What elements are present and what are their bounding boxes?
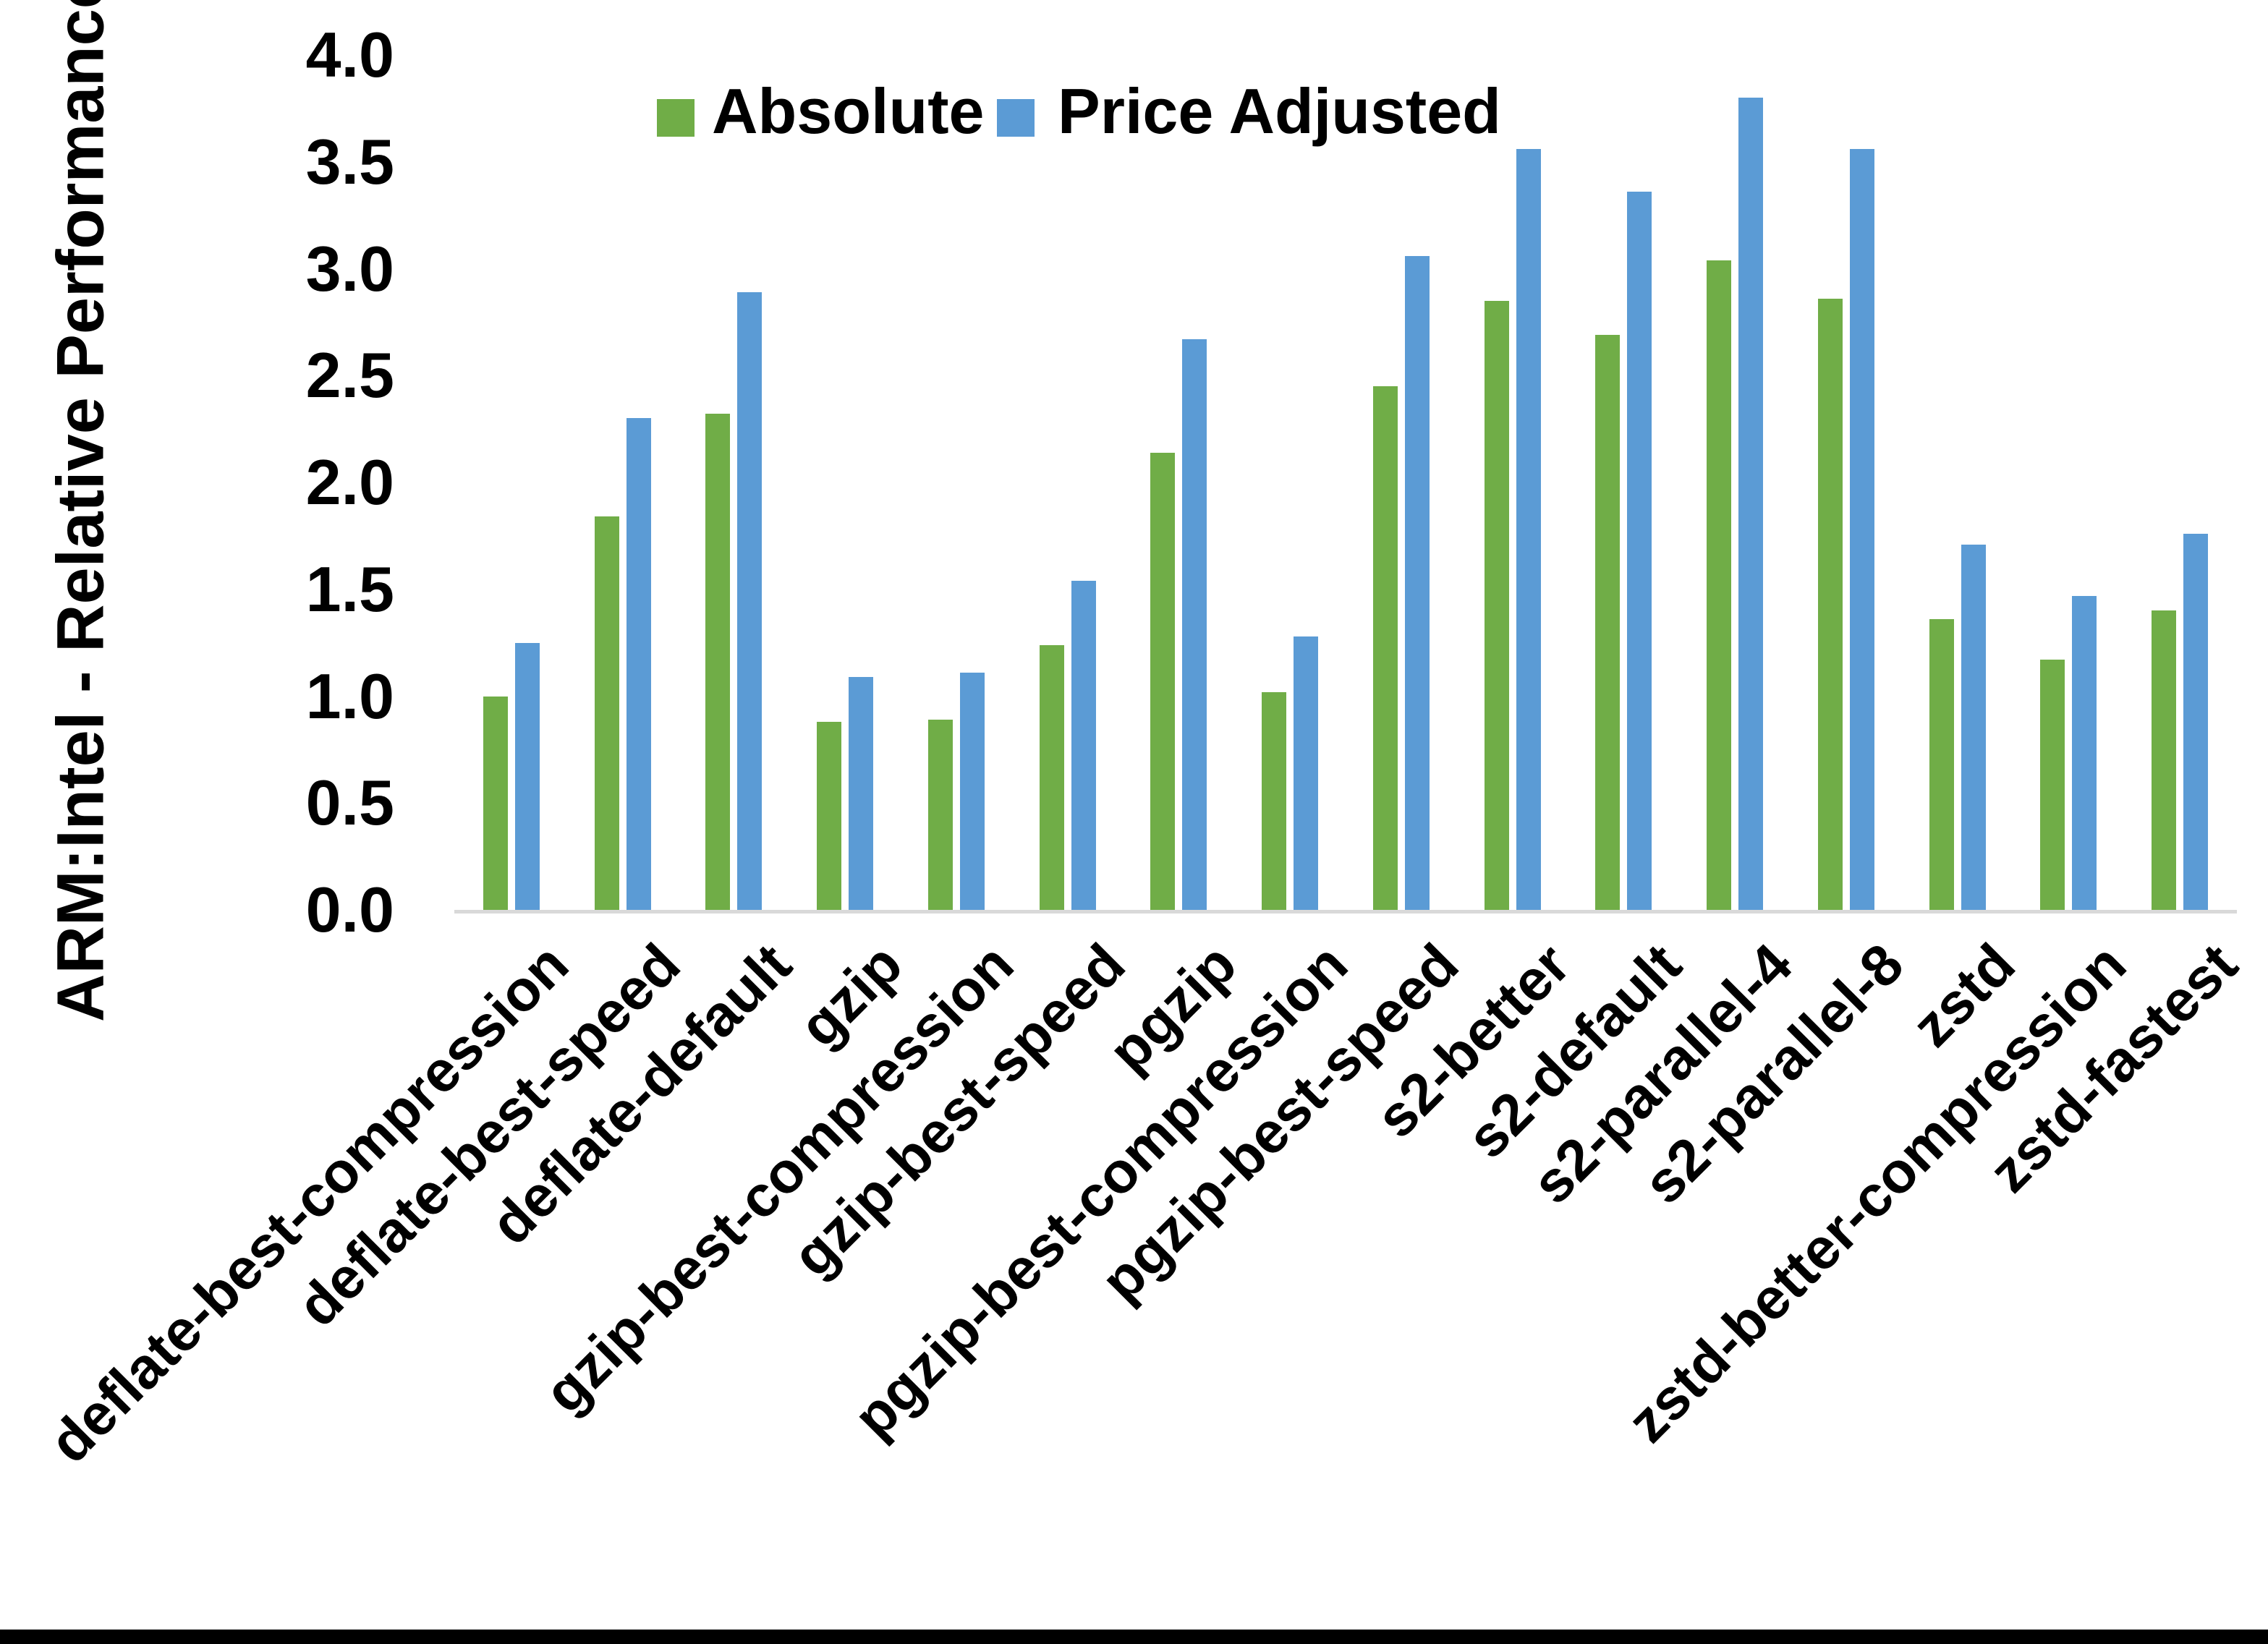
legend-swatch-absolute — [657, 99, 695, 137]
bar-absolute-zstd — [1929, 619, 1954, 910]
legend-label-price-adjusted: Price Adjusted — [1058, 75, 1501, 147]
bar-price-adjusted-s2-parallel-8 — [1849, 149, 1874, 910]
bar-price-adjusted-zstd-fastest — [2183, 533, 2209, 910]
bar-price-adjusted-deflate-default — [737, 292, 763, 910]
x-axis-line — [454, 910, 2237, 913]
y-tick-label: 0.0 — [305, 874, 394, 945]
bar-price-adjusted-gzip-best-compression — [959, 672, 985, 910]
bar-absolute-gzip — [817, 721, 842, 910]
bar-absolute-deflate-best-speed — [594, 516, 619, 910]
bar-price-adjusted-gzip — [849, 676, 874, 910]
legend-label-absolute: Absolute — [712, 75, 985, 147]
bar-absolute-deflate-default — [705, 414, 731, 910]
bar-absolute-s2-default — [1595, 335, 1621, 910]
legend-swatch-price-adjusted — [997, 99, 1035, 137]
y-axis-title: ARM:Intel - Relative Performance — [43, 0, 118, 1022]
bar-price-adjusted-s2-parallel-4 — [1738, 98, 1764, 910]
bar-absolute-s2-better — [1484, 300, 1509, 910]
bottom-border — [0, 1630, 2268, 1644]
bar-absolute-gzip-best-speed — [1039, 644, 1064, 910]
bar-price-adjusted-pgzip-best-compression — [1294, 636, 1319, 910]
bar-price-adjusted-deflate-best-speed — [626, 418, 651, 910]
y-tick-label: 3.5 — [305, 125, 394, 197]
bar-absolute-pgzip — [1150, 452, 1176, 910]
bar-absolute-gzip-best-compression — [927, 720, 953, 910]
y-tick-label: 2.5 — [305, 339, 394, 412]
y-tick-label: 3.0 — [305, 232, 394, 304]
bar-price-adjusted-pgzip — [1182, 339, 1207, 910]
bar-absolute-pgzip-best-compression — [1262, 691, 1287, 910]
y-tick-label: 2.0 — [305, 446, 394, 518]
bar-absolute-zstd-fastest — [2152, 610, 2177, 910]
y-tick-label: 4.0 — [305, 19, 394, 90]
bar-absolute-s2-parallel-4 — [1707, 260, 1732, 910]
bar-price-adjusted-s2-default — [1627, 192, 1652, 910]
y-tick-label: 1.5 — [305, 553, 394, 625]
bar-price-adjusted-pgzip-best-speed — [1404, 255, 1430, 910]
y-tick-label: 0.5 — [305, 767, 394, 839]
bar-price-adjusted-s2-better — [1516, 149, 1541, 910]
bar-price-adjusted-deflate-best-compression — [514, 642, 540, 910]
bar-price-adjusted-zstd-better-compression — [2072, 595, 2097, 910]
bar-price-adjusted-zstd — [1961, 544, 1986, 910]
bar-absolute-zstd-better-compression — [2040, 660, 2065, 910]
bar-price-adjusted-gzip-best-speed — [1071, 580, 1096, 910]
bar-absolute-s2-parallel-8 — [1817, 298, 1843, 910]
bar-absolute-deflate-best-compression — [483, 696, 508, 910]
y-tick-label: 1.0 — [305, 660, 394, 732]
bar-absolute-pgzip-best-speed — [1372, 386, 1398, 910]
